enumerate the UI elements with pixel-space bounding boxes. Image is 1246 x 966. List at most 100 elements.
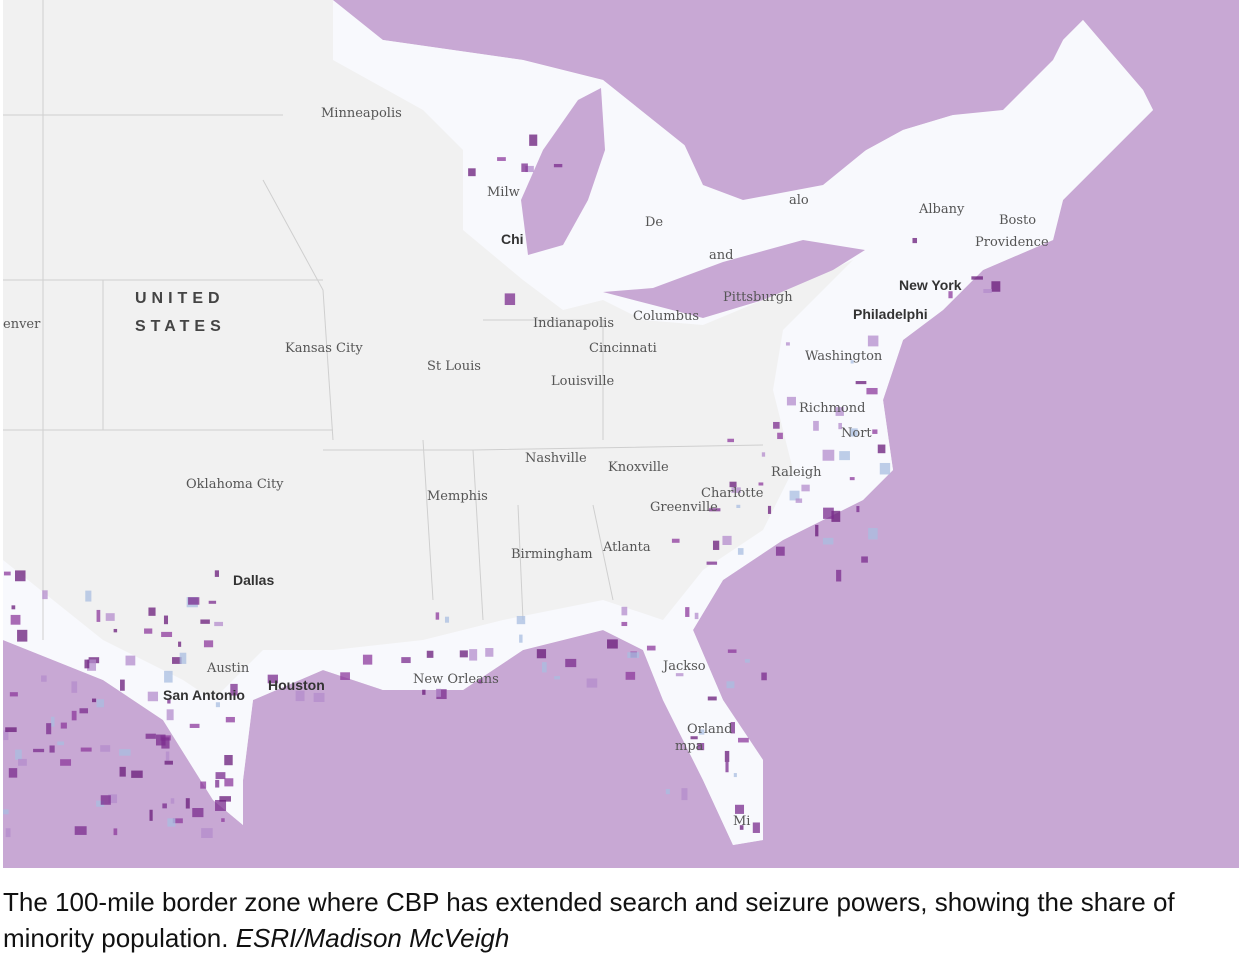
shade-cell [444, 616, 450, 623]
shade-cell [436, 688, 441, 697]
shade-cell [15, 749, 22, 760]
shade-cell [5, 828, 11, 838]
shade-cell [230, 683, 238, 696]
shade-cell [485, 648, 494, 657]
shade-cell [8, 768, 18, 778]
city-label: New Orleans [413, 672, 499, 687]
shade-cell [167, 818, 176, 827]
shade-cell [149, 809, 153, 821]
shade-cell [879, 462, 891, 475]
shade-cell [215, 702, 220, 708]
shade-cell [815, 524, 819, 537]
shade-cell [163, 615, 169, 625]
shade-cell [200, 781, 207, 789]
shade-cell [850, 428, 858, 437]
shade-cell [877, 444, 886, 454]
shade-cell [33, 748, 45, 753]
labels: UNITED STATES enver Minneapolis Milw Chi De alo… [3, 106, 1049, 829]
city-label: Houston [268, 677, 325, 693]
city-label: Chi [501, 231, 524, 247]
shade-cell [166, 709, 174, 721]
shade-cell [84, 659, 90, 669]
city-label: De [645, 215, 663, 230]
city-label: Charlotte [701, 486, 764, 501]
city-label: Birmingham [511, 547, 593, 562]
shade-cell [775, 546, 785, 556]
shade-cell [203, 640, 214, 648]
shade-cell [822, 537, 834, 545]
shade-cell [60, 722, 67, 729]
shade-cell [849, 477, 855, 481]
shade-cell [105, 613, 115, 621]
shade-cell [224, 754, 233, 766]
city-label: Providence [975, 235, 1049, 250]
shade-cell [948, 291, 953, 299]
borders [3, 0, 764, 640]
shade-cell [868, 528, 878, 540]
shade-cell [866, 387, 878, 395]
shade-cell [625, 671, 636, 680]
shade-cell [189, 723, 200, 728]
shade-cell [162, 803, 167, 809]
city-label: mpa [675, 739, 704, 754]
shade-cell [621, 621, 628, 627]
shade-cell [785, 342, 790, 346]
shade-cell [3, 571, 11, 576]
city-label: Indianapolis [533, 316, 614, 331]
shade-cell [737, 548, 744, 555]
city-label: Austin [206, 661, 250, 676]
shade-cell [459, 650, 468, 658]
shade-cell [131, 770, 143, 778]
shade-cell [739, 825, 744, 830]
shade-cell [822, 449, 835, 461]
shade-cell [627, 652, 640, 658]
shade-cell [504, 293, 516, 306]
city-label: Orland [687, 722, 732, 737]
shade-cell [675, 673, 684, 677]
shade-cell [201, 828, 213, 838]
caption-text: The 100-mile border zone where CBP has e… [3, 887, 1175, 953]
shade-cell [91, 698, 97, 703]
shade-cell [856, 506, 860, 513]
shade-cell [681, 788, 688, 801]
city-label: Atlanta [602, 540, 651, 555]
shade-cell [161, 631, 173, 638]
shade-cell [983, 288, 992, 294]
shade-cell [165, 751, 170, 761]
shade-cell [727, 649, 737, 653]
shade-cell [712, 540, 720, 550]
shade-cell [74, 826, 87, 835]
shade-cell [172, 657, 182, 664]
shade-cell [219, 796, 231, 802]
shade-cell [621, 606, 628, 616]
shade-cell [795, 498, 803, 503]
shade-cell [208, 600, 217, 604]
shade-cell [41, 675, 47, 682]
shade-cell [60, 759, 72, 766]
shade-cell [565, 658, 577, 668]
shade-cell [731, 487, 741, 493]
shade-cell [761, 452, 766, 457]
shade-cell [733, 773, 737, 778]
shade-cell [850, 360, 854, 364]
shade-cell [267, 674, 278, 684]
shade-cell [96, 800, 105, 807]
shade-cell [730, 722, 735, 734]
city-label: Cincinnati [589, 341, 657, 356]
shade-cell [665, 789, 670, 795]
shade-cell [823, 507, 834, 519]
city-label: Louisville [551, 374, 614, 389]
shade-cell [185, 798, 190, 809]
shade-cell [529, 134, 538, 146]
shade-cell [164, 670, 173, 683]
shade-cell [541, 662, 547, 673]
city-label: Oklahoma City [186, 477, 284, 492]
shade-cell [786, 396, 796, 406]
shade-cell [214, 621, 224, 627]
city-label: Knoxville [608, 460, 669, 475]
shade-cell [119, 749, 131, 756]
shade-cell [839, 451, 850, 461]
shade-cell [15, 570, 26, 582]
shade-cell [215, 799, 227, 811]
